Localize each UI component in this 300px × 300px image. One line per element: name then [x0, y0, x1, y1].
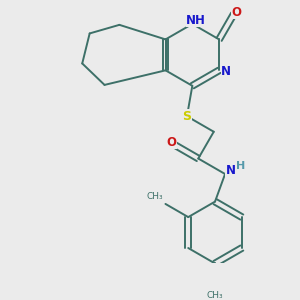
Text: S: S	[182, 110, 191, 123]
Text: N: N	[226, 164, 236, 177]
Text: CH₃: CH₃	[207, 291, 223, 300]
Text: H: H	[236, 161, 245, 171]
Text: CH₃: CH₃	[146, 192, 163, 201]
Text: O: O	[167, 136, 177, 148]
Text: N: N	[221, 65, 231, 78]
Text: NH: NH	[186, 14, 206, 26]
Text: O: O	[231, 6, 242, 19]
